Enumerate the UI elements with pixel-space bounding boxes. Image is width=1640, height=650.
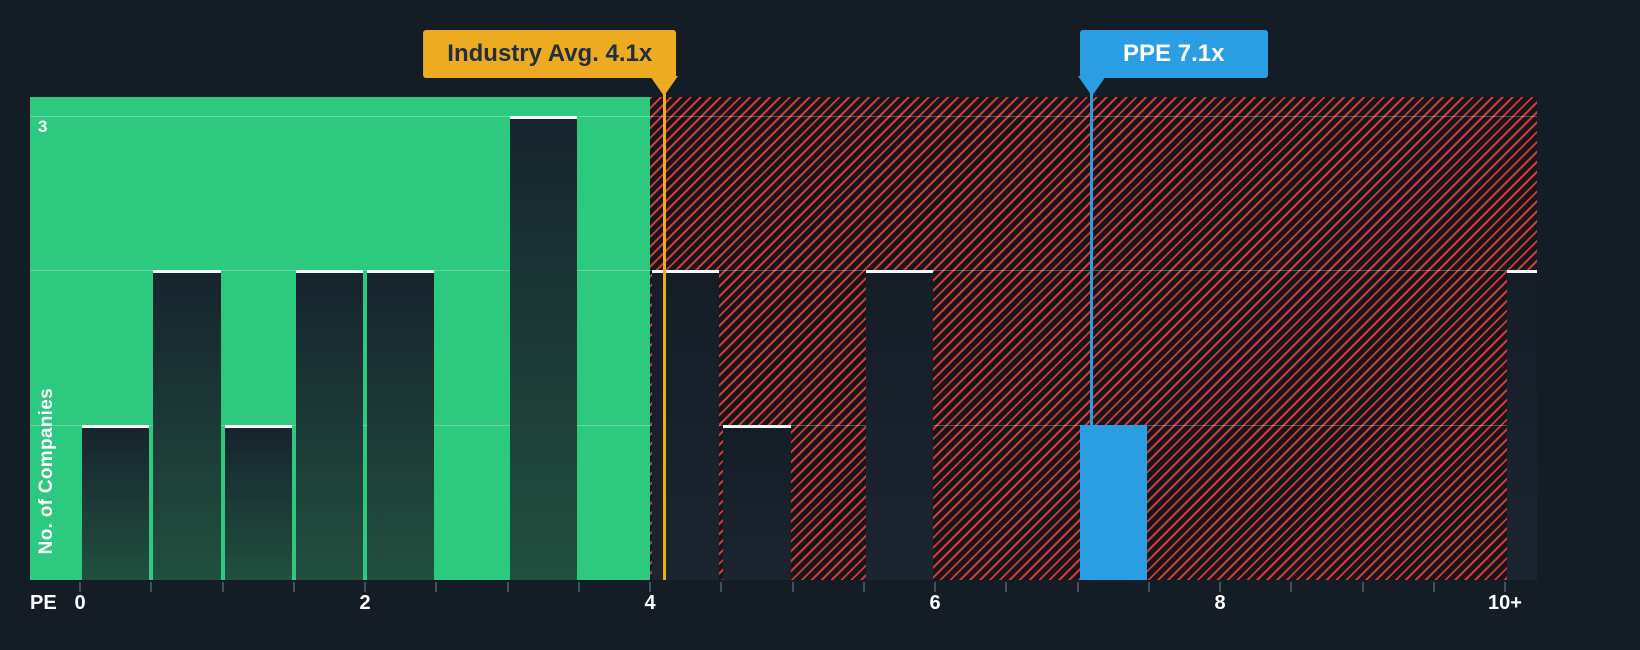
x-tick — [1005, 582, 1008, 592]
x-tick — [1147, 582, 1150, 592]
industry-average-marker-line — [662, 78, 666, 580]
y-axis-title: No. of Companies — [36, 388, 57, 555]
x-tick — [221, 582, 224, 592]
x-tick — [791, 582, 794, 592]
x-tick — [79, 582, 81, 592]
histogram-bar — [367, 270, 435, 580]
histogram-bar — [82, 425, 150, 580]
x-tick — [292, 582, 295, 592]
x-tick-label: 10+ — [1488, 592, 1522, 614]
x-tick — [1076, 582, 1079, 592]
x-tick — [1432, 582, 1435, 592]
x-tick — [577, 582, 580, 592]
x-tick — [862, 582, 865, 592]
company-bar — [1079, 425, 1147, 580]
y-gridline — [30, 115, 1537, 117]
histogram-bar — [295, 270, 363, 580]
histogram-bar — [509, 115, 577, 580]
y-axis-max-tick-label: 3 — [38, 117, 48, 136]
x-tick — [720, 582, 723, 592]
industry-average-callout-pointer — [650, 76, 679, 96]
histogram-bar — [224, 425, 292, 580]
company-marker-line — [1090, 78, 1094, 426]
y-gridline — [30, 270, 1537, 272]
x-tick — [150, 582, 153, 592]
company-callout-pointer — [1077, 76, 1106, 96]
x-tick — [934, 582, 936, 592]
industry-average-callout: Industry Avg. 4.1x — [423, 30, 677, 78]
x-tick — [1290, 582, 1293, 592]
x-tick — [435, 582, 438, 592]
x-tick-label: 4 — [644, 592, 656, 614]
x-tick — [506, 582, 509, 592]
histogram-bar — [865, 270, 933, 580]
x-tick-label: 8 — [1214, 592, 1226, 614]
x-tick — [364, 582, 366, 592]
x-tick-label: 2 — [359, 592, 371, 614]
industry-average-callout-label: Industry Avg. 4.1x — [447, 40, 653, 67]
histogram-bar — [153, 270, 221, 580]
x-tick — [649, 582, 651, 592]
histogram-bar — [723, 425, 791, 580]
company-pe-callout-label: PPE 7.1x — [1123, 40, 1225, 67]
company-pe-callout: PPE 7.1x — [1079, 30, 1268, 78]
x-tick — [1504, 582, 1506, 592]
histogram-bar — [1507, 270, 1537, 580]
x-tick-label: 6 — [929, 592, 941, 614]
x-axis-title: PE — [30, 592, 57, 614]
x-tick — [1219, 582, 1221, 592]
x-tick — [1361, 582, 1364, 592]
x-tick-label: 0 — [74, 592, 86, 614]
